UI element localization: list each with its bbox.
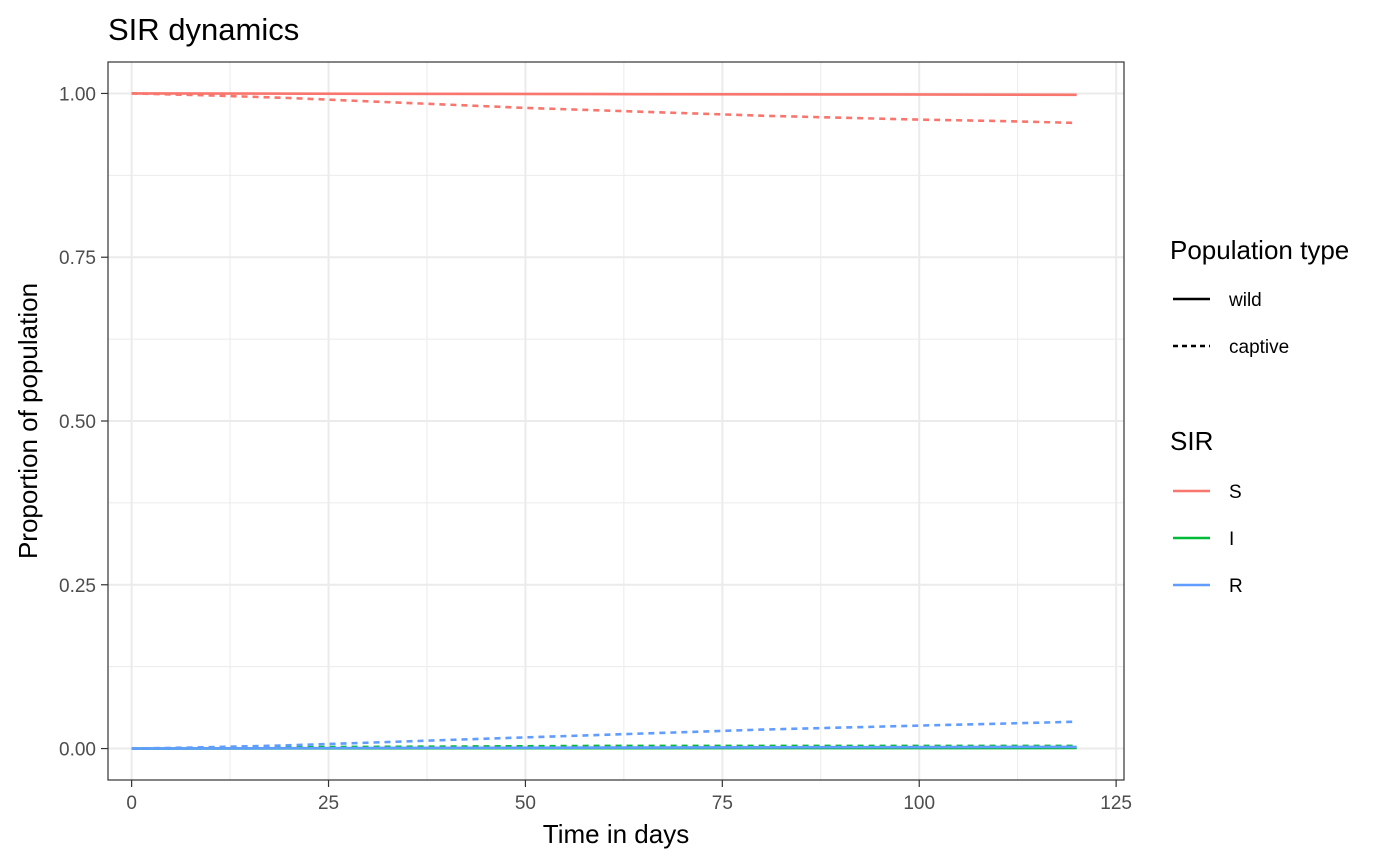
legend-label-wild: wild [1228,290,1262,311]
grid-lines [108,62,1124,780]
x-axis-title: Time in days [543,819,689,849]
x-tick-label: 75 [712,793,733,814]
y-tick-label: 0.50 [59,412,96,433]
series-line-s-wild [131,92,1077,97]
series-line-r-captive [131,720,1077,750]
legend-label-s: S [1229,482,1242,503]
legend-sir-title: SIR [1170,426,1213,456]
legend-label-captive: captive [1229,337,1289,358]
series-line-s-captive [131,92,1077,125]
y-axis-title: Proportion of population [13,283,43,559]
series-lines [131,92,1077,750]
chart-title: SIR dynamics [108,12,299,47]
y-tick-label: 1.00 [59,84,96,105]
x-tick-label: 0 [126,793,137,814]
legend-label-r: R [1229,576,1243,597]
x-tick-label: 100 [903,793,935,814]
legend-linetype-title: Population type [1170,235,1349,265]
x-tick-label: 125 [1100,793,1132,814]
x-tick-label: 25 [318,793,339,814]
legend-label-i: I [1229,529,1234,550]
y-tick-label: 0.00 [59,740,96,761]
x-tick-label: 50 [515,793,536,814]
y-tick-label: 0.75 [59,248,96,269]
y-tick-label: 0.25 [59,576,96,597]
series-line-r-wild [131,745,1077,750]
axes: 0 25 50 75 100 125 0.00 0.25 0.50 0.75 1.00 [59,84,1132,814]
